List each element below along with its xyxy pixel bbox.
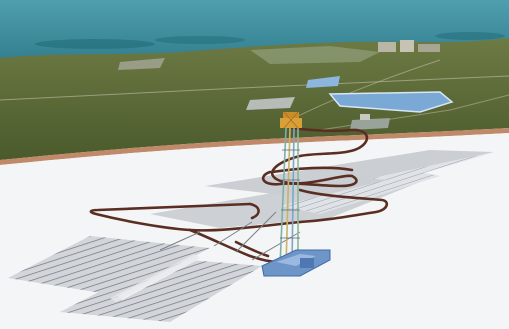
ground-surface-edge: [0, 128, 509, 165]
sump: [300, 258, 314, 268]
coastal-facility: [118, 58, 165, 70]
road: [0, 75, 509, 101]
orebody-panel-lower: [8, 236, 210, 296]
surface-works: [350, 118, 390, 130]
orebody-panel-bottom: [60, 258, 262, 322]
shaft-column: [279, 127, 299, 267]
sea-shadow: [435, 32, 505, 40]
orebody-panel-middle-striped: [280, 172, 440, 214]
pad: [246, 97, 295, 110]
headframe: [280, 111, 302, 129]
pond: [306, 76, 340, 88]
shaft-stations: [280, 149, 300, 239]
sea-shadow: [155, 36, 245, 44]
road: [289, 59, 441, 121]
shaft-bottom-detail: [276, 254, 316, 266]
port-building: [418, 44, 440, 52]
surface-building: [360, 114, 370, 120]
port-building: [378, 42, 396, 52]
sea-shadow: [35, 39, 155, 49]
coastal-facility: [250, 46, 380, 64]
panel-gap: [110, 254, 200, 302]
lake: [328, 91, 454, 113]
port-building: [400, 40, 414, 52]
